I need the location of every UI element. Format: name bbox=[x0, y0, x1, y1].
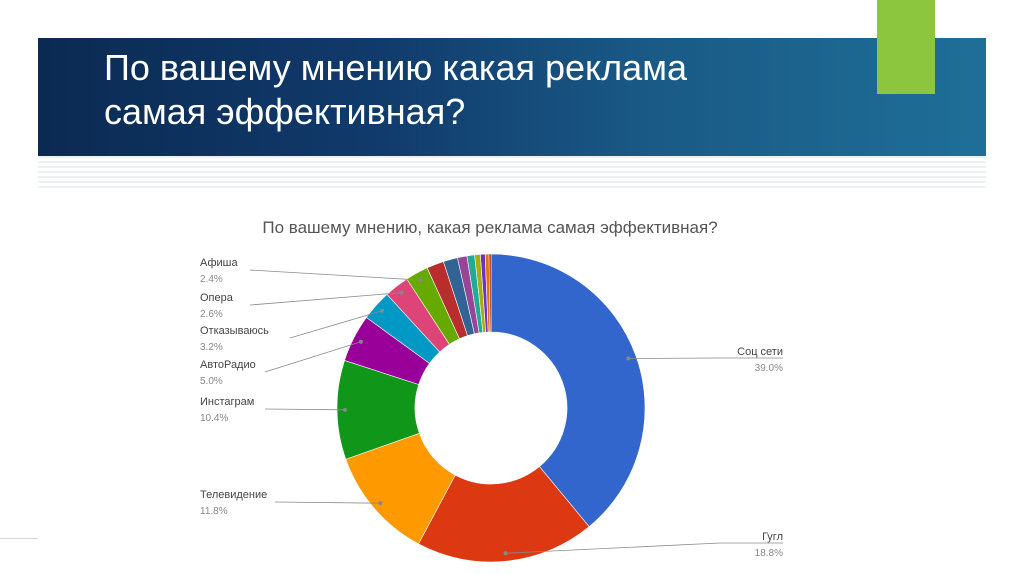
leader-line-гугл bbox=[505, 542, 783, 554]
green-accent-tab bbox=[877, 0, 935, 94]
leader-line-отказываюсь bbox=[289, 310, 383, 339]
leader-line-опера bbox=[249, 292, 402, 306]
slice-percent-афиша: 2.4% bbox=[200, 274, 223, 285]
slice-other-15 bbox=[488, 253, 492, 333]
slice-labels: Соц сети 39.0% Гугл 18.8% Телевидение 11.8% Ин… bbox=[200, 257, 783, 559]
donut-slices bbox=[336, 253, 646, 563]
slide-title-line-2: самая эффективная? bbox=[104, 91, 466, 132]
slice-percent-отказываюсь: 3.2% bbox=[200, 342, 223, 353]
slice-percent-инстаграм: 10.4% bbox=[200, 413, 228, 424]
slice-percent-гугл: 18.8% bbox=[755, 548, 783, 559]
banner-stripes bbox=[38, 156, 986, 188]
slice-label-телевидение: Телевидение bbox=[200, 489, 267, 501]
leader-line-афиша bbox=[249, 269, 421, 281]
leader-line-авторадио bbox=[264, 341, 362, 373]
slice-percent-опера: 2.6% bbox=[200, 309, 223, 320]
title-banner bbox=[38, 38, 986, 156]
slice-label-инстаграм: Инстаграм bbox=[200, 396, 254, 408]
leader-line-телевидение bbox=[274, 501, 381, 504]
leader-lines bbox=[249, 269, 783, 556]
slide-title: По вашему мнению какая реклама самая эфф… bbox=[104, 46, 824, 134]
slice-гугл bbox=[418, 466, 590, 563]
slide-title-line-1: По вашему мнению какая реклама bbox=[104, 47, 687, 88]
corner-divider bbox=[0, 538, 38, 539]
chart-title: По вашему мнению, какая реклама самая эф… bbox=[262, 218, 717, 237]
slice-соц-сети bbox=[490, 253, 646, 528]
slice-percent-авторадио: 5.0% bbox=[200, 376, 223, 387]
slice-label-афиша: Афиша bbox=[200, 257, 238, 269]
slice-label-авторадио: АвтоРадио bbox=[200, 359, 256, 371]
leader-line-инстаграм bbox=[264, 408, 346, 411]
slice-label-опера: Опера bbox=[200, 292, 234, 304]
slice-percent-соц-сети: 39.0% bbox=[755, 363, 783, 374]
slice-label-гугл: Гугл bbox=[762, 531, 783, 543]
slice-percent-телевидение: 11.8% bbox=[200, 506, 228, 517]
leader-line-соц-сети bbox=[628, 357, 783, 359]
slice-label-отказываюсь: Отказываюсь bbox=[200, 325, 269, 337]
slice-label-соц-сети: Соц сети bbox=[737, 346, 783, 358]
